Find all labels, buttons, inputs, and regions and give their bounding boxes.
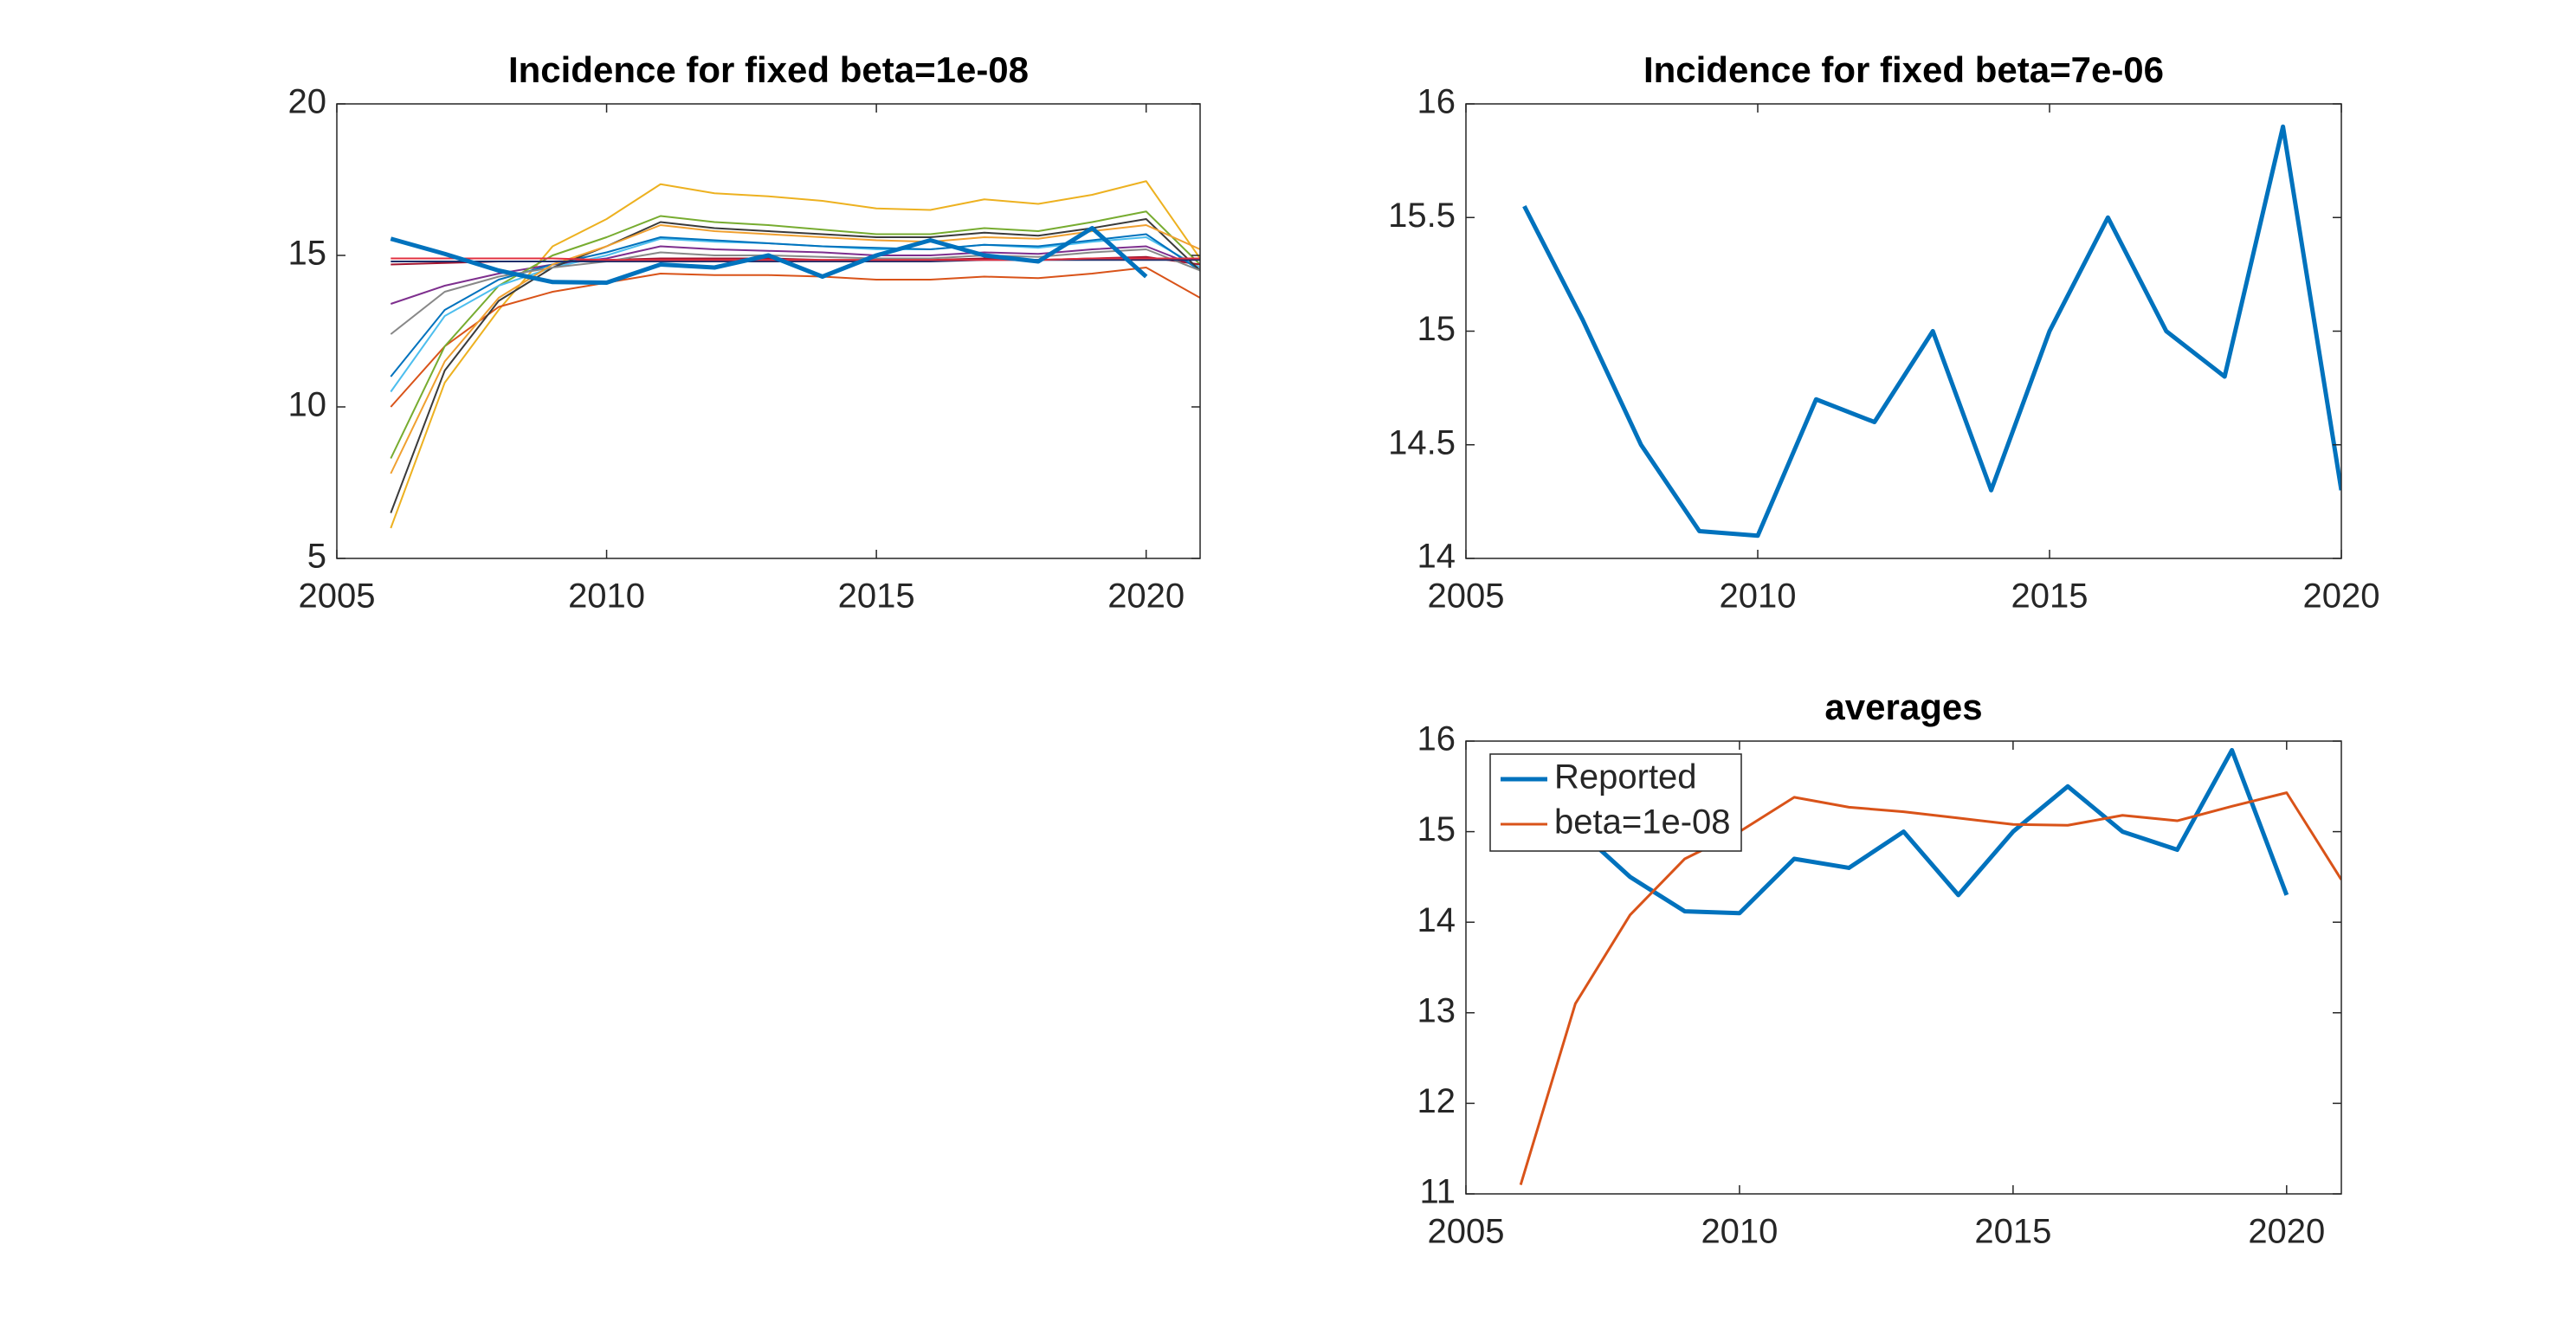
axes-box bbox=[336, 103, 1201, 559]
series-line bbox=[390, 267, 1200, 408]
series-line bbox=[390, 245, 1200, 305]
series-line bbox=[390, 226, 1148, 285]
x-tick-label: 2020 bbox=[1107, 577, 1185, 616]
x-tick-label: 2010 bbox=[568, 577, 645, 616]
legend-label: beta=1e-08 bbox=[1554, 803, 1731, 842]
series-line bbox=[1519, 747, 2289, 916]
y-tick-label: 14 bbox=[1417, 901, 1456, 939]
y-tick-label: 16 bbox=[1417, 720, 1456, 758]
series-line bbox=[1519, 791, 2341, 1185]
chart-title: Incidence for fixed beta=1e-08 bbox=[508, 49, 1029, 90]
series-line bbox=[390, 218, 1200, 513]
chart-title: averages bbox=[1824, 687, 1982, 727]
legend-label: Reported bbox=[1554, 758, 1697, 796]
series-line bbox=[1522, 124, 2341, 539]
x-tick-label: 2010 bbox=[1720, 577, 1797, 616]
x-tick-label: 2005 bbox=[1428, 577, 1505, 616]
y-tick-label: 15 bbox=[1417, 310, 1456, 348]
y-tick-label: 20 bbox=[288, 83, 327, 121]
x-tick-label: 2015 bbox=[2011, 577, 2089, 616]
series-line bbox=[390, 248, 1200, 335]
y-tick-label: 10 bbox=[288, 386, 327, 424]
chart-title: Incidence for fixed beta=7e-06 bbox=[1643, 49, 2164, 90]
y-tick-label: 5 bbox=[307, 538, 326, 576]
y-tick-label: 14.5 bbox=[1388, 423, 1456, 461]
series-line bbox=[390, 224, 1200, 474]
y-tick-label: 15 bbox=[288, 235, 327, 273]
legend-box bbox=[1489, 753, 1742, 852]
plot-area bbox=[337, 104, 1200, 558]
axes-box bbox=[1465, 740, 2342, 1195]
y-tick-label: 13 bbox=[1417, 991, 1456, 1029]
y-tick-label: 11 bbox=[1419, 1173, 1456, 1211]
y-tick-label: 15 bbox=[1417, 810, 1456, 848]
x-tick-label: 2010 bbox=[1701, 1213, 1778, 1251]
plot-area bbox=[1466, 104, 2341, 558]
x-tick-label: 2020 bbox=[2303, 577, 2380, 616]
x-tick-label: 2015 bbox=[838, 577, 915, 616]
x-tick-label: 2005 bbox=[1428, 1213, 1505, 1251]
y-tick-label: 12 bbox=[1417, 1082, 1456, 1120]
y-tick-label: 15.5 bbox=[1388, 197, 1456, 235]
series-line bbox=[391, 257, 1200, 261]
x-tick-label: 2015 bbox=[1974, 1213, 2051, 1251]
x-tick-label: 2005 bbox=[299, 577, 376, 616]
y-tick-label: 16 bbox=[1417, 83, 1456, 121]
x-tick-label: 2020 bbox=[2248, 1213, 2325, 1251]
y-tick-label: 14 bbox=[1417, 538, 1456, 576]
series-line bbox=[390, 210, 1200, 459]
